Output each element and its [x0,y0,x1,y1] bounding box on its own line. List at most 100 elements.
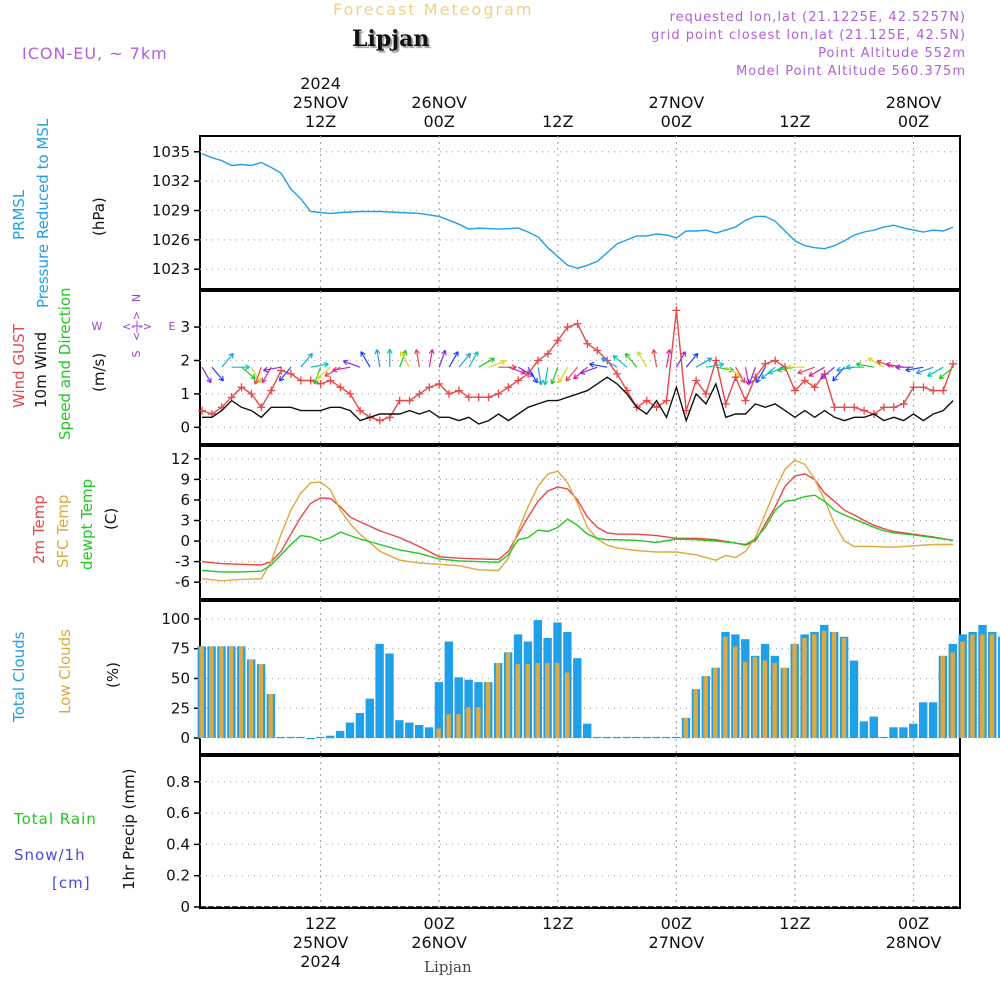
wind-direction-arrow [905,366,924,373]
total-cloud-bar [415,724,424,738]
total-cloud-bar [306,738,315,740]
wind-compass-legend: W <-|-> E N <-|-> S [92,294,176,358]
gust-marker [790,386,799,395]
gust-marker [850,403,859,412]
total-cloud-bar [583,723,592,738]
wind-direction-arrow [438,349,447,368]
total-cloud-bar [326,735,335,739]
low-cloud-bar [733,646,738,738]
low-cloud-bar [209,646,214,738]
total-cloud-bar [642,736,651,739]
gust-marker [553,336,562,345]
wind-direction-arrow [836,366,855,373]
total-cloud-bar [612,736,621,739]
top-time-label: 26NOV [411,93,467,112]
total-cloud-bar [375,643,384,738]
low-cloud-bar [505,652,511,739]
top-time-label: 27NOV [648,93,705,112]
low-cloud-bar [782,667,787,739]
low-cloud-bar [950,652,955,739]
wind-direction-arrow [855,361,875,368]
low-cloud-bar [802,638,807,739]
low-cloud-bar [268,694,273,739]
gust-marker [474,393,483,402]
y-tick-label: 0 [180,532,190,550]
wind-direction-arrow [537,367,544,386]
bottom-time-label: 26NOV [411,933,467,952]
gust-marker [879,403,888,412]
low-cloud-bar [821,630,827,738]
wind-direction-arrow [386,348,393,368]
wind-direction-arrow [767,366,786,375]
wind-direction-arrow [414,349,421,368]
gust-marker [899,399,908,408]
requested-coords: requested lon,lat (21.1225E, 42.5257N) [669,10,966,25]
total-cloud-bar [889,727,898,738]
panel-0: 1023 1026 1029 1032 1035 [152,135,961,290]
total-cloud-bar [286,736,295,739]
low-cloud-bar [703,676,708,738]
total-cloud-bar [444,641,453,738]
total-cloud-bar [869,716,878,738]
total-cloud-bar [671,736,681,739]
series-2m-temp [201,473,954,566]
wind-direction-arrow [786,364,805,371]
y-tick-label: 1035 [152,143,190,161]
total-cloud-bar [365,698,374,738]
location-name: Lipjan [352,26,430,52]
low-cloud-bar [960,641,965,738]
top-time-label: 12Z [304,112,337,131]
wind-direction-arrow [550,366,559,385]
wind-direction-arrow [399,351,411,368]
y-tick-label: 0.2 [166,867,190,885]
total-cloud-bar [998,636,1000,739]
bottom-time-label: 12Z [779,914,811,933]
gust-marker [494,389,503,398]
wind-direction-arrow [458,352,472,368]
total-cloud-bar [276,736,285,739]
wind-direction-arrow [675,351,686,368]
low-cloud-bar [199,646,204,738]
wind-direction-arrow [695,357,713,368]
total-cloud-bar [296,736,305,739]
wind-direction-arrow [927,366,944,377]
gust-marker [534,356,542,365]
wind-direction-arrow [747,366,756,385]
wind-direction-arrow [589,361,608,368]
wind-direction-arrow [201,366,212,384]
total-cloud-bar [345,722,355,739]
gust-marker [741,396,750,405]
wind-direction-arrow [612,355,628,368]
y-tick-label: 100 [161,610,190,628]
low-cloud-bar [219,646,224,738]
wind-direction-arrow [542,367,549,386]
y-tick-label: 6 [180,491,190,509]
wind-direction-arrow [316,366,331,380]
low-cloud-bar [841,638,847,739]
wind-direction-arrow [895,364,914,371]
compass-east: E [169,320,176,333]
low-cloud-bar [723,636,728,739]
gust-marker [316,379,325,388]
total-cloud-bar [652,736,661,739]
bottom-time-label: 12Z [542,914,574,933]
gust-marker [692,376,701,385]
total-cloud-bar [622,736,631,739]
grid-point-coords: grid point closest lon,lat (21.125E, 42.… [651,28,966,43]
wind-direction-arrow [300,352,313,368]
wind-direction-arrow [374,349,381,368]
wind-direction-arrow [221,352,234,368]
total-cloud-bar [928,702,938,738]
gust-marker [425,383,434,392]
bottom-time-label: 12Z [304,914,337,933]
wind-direction-arrow [797,366,815,375]
total-cloud-bar [385,653,394,739]
low-cloud-bar [485,682,491,739]
compass-horizontal-arrow: <-|-> [122,320,152,333]
wind-direction-arrow [468,351,479,368]
total-cloud-bar [899,727,908,738]
footer-location: Lipjan [424,958,472,976]
gust-marker [652,403,661,412]
gust-marker [830,403,839,412]
gust-marker [326,376,335,385]
